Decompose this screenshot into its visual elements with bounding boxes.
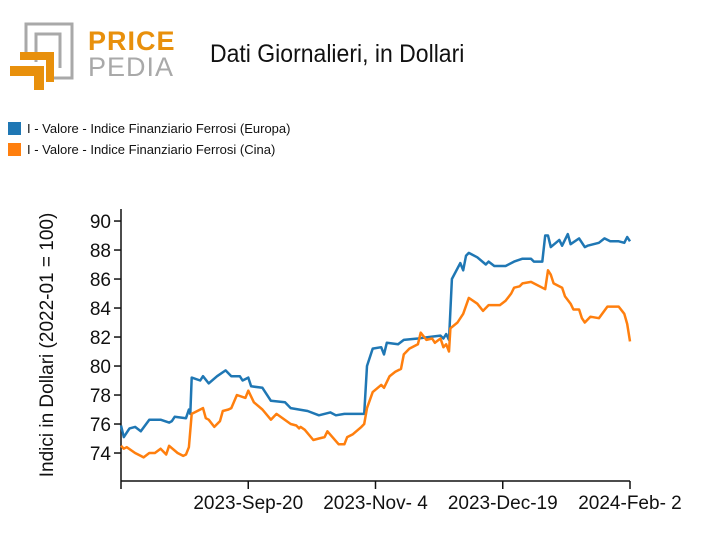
y-tick-label: 78 (90, 386, 111, 407)
legend-label: I - Valore - Indice Finanziario Ferrosi … (27, 142, 276, 157)
y-tick-label: 80 (90, 357, 111, 378)
y-tick-label: 88 (90, 241, 111, 262)
y-tick-label: 76 (90, 415, 111, 436)
legend-item-europa[interactable]: I - Valore - Indice Finanziario Ferrosi … (8, 118, 290, 139)
x-tick-label: 2023-Dec-19 (448, 493, 558, 514)
y-tick-label: 74 (90, 444, 112, 465)
x-tick-label: 2023-Nov- 4 (323, 493, 428, 514)
y-tick-label: 82 (90, 328, 111, 349)
x-tick-label: 2024-Feb- 2 (578, 493, 682, 514)
y-tick-label: 86 (90, 270, 111, 291)
legend: I - Valore - Indice Finanziario Ferrosi … (8, 118, 290, 160)
series-line-cina (120, 269, 632, 459)
x-tick-label: 2023-Sep-20 (193, 493, 303, 514)
chart-title: Dati Giornalieri, in Dollari (210, 40, 465, 68)
y-tick-label: 90 (90, 212, 111, 233)
logo-text-price: PRICE (88, 26, 176, 56)
legend-swatch-cina (8, 143, 21, 156)
logo-text-pedia: PEDIA (88, 52, 175, 82)
y-axis-label: Indici in Dollari (2022-01 = 100) (37, 213, 58, 478)
y-tick-label: 84 (90, 299, 112, 320)
legend-item-cina[interactable]: I - Valore - Indice Finanziario Ferrosi … (8, 139, 290, 160)
logo-mark-icon (10, 22, 74, 90)
pricepedia-logo: PRICE PEDIA (8, 22, 175, 94)
legend-label: I - Valore - Indice Finanziario Ferrosi … (27, 121, 291, 136)
legend-swatch-europa (8, 122, 21, 135)
series-line-europa (119, 232, 632, 439)
